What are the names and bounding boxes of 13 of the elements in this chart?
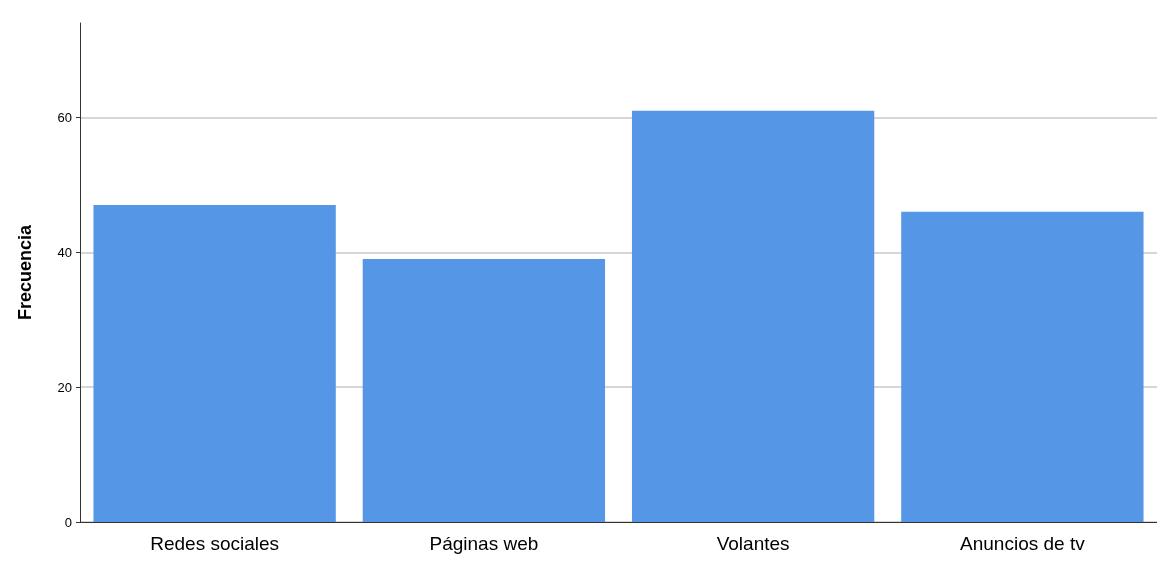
- bar: [93, 205, 336, 522]
- x-tick-label: Volantes: [716, 533, 790, 554]
- y-tick-label: 20: [57, 379, 72, 395]
- x-tick-label: Redes sociales: [150, 533, 280, 554]
- bar: [362, 259, 606, 522]
- x-tick-label: Páginas web: [429, 533, 539, 554]
- y-tick-label: 60: [57, 109, 72, 125]
- bar: [901, 211, 1144, 522]
- y-axis-title: Frecuencia: [15, 223, 35, 321]
- x-tick-label: Anuncios de tv: [960, 533, 1086, 554]
- y-tick-label: 0: [64, 514, 72, 530]
- y-tick-label: 40: [57, 244, 72, 260]
- bar: [631, 110, 875, 522]
